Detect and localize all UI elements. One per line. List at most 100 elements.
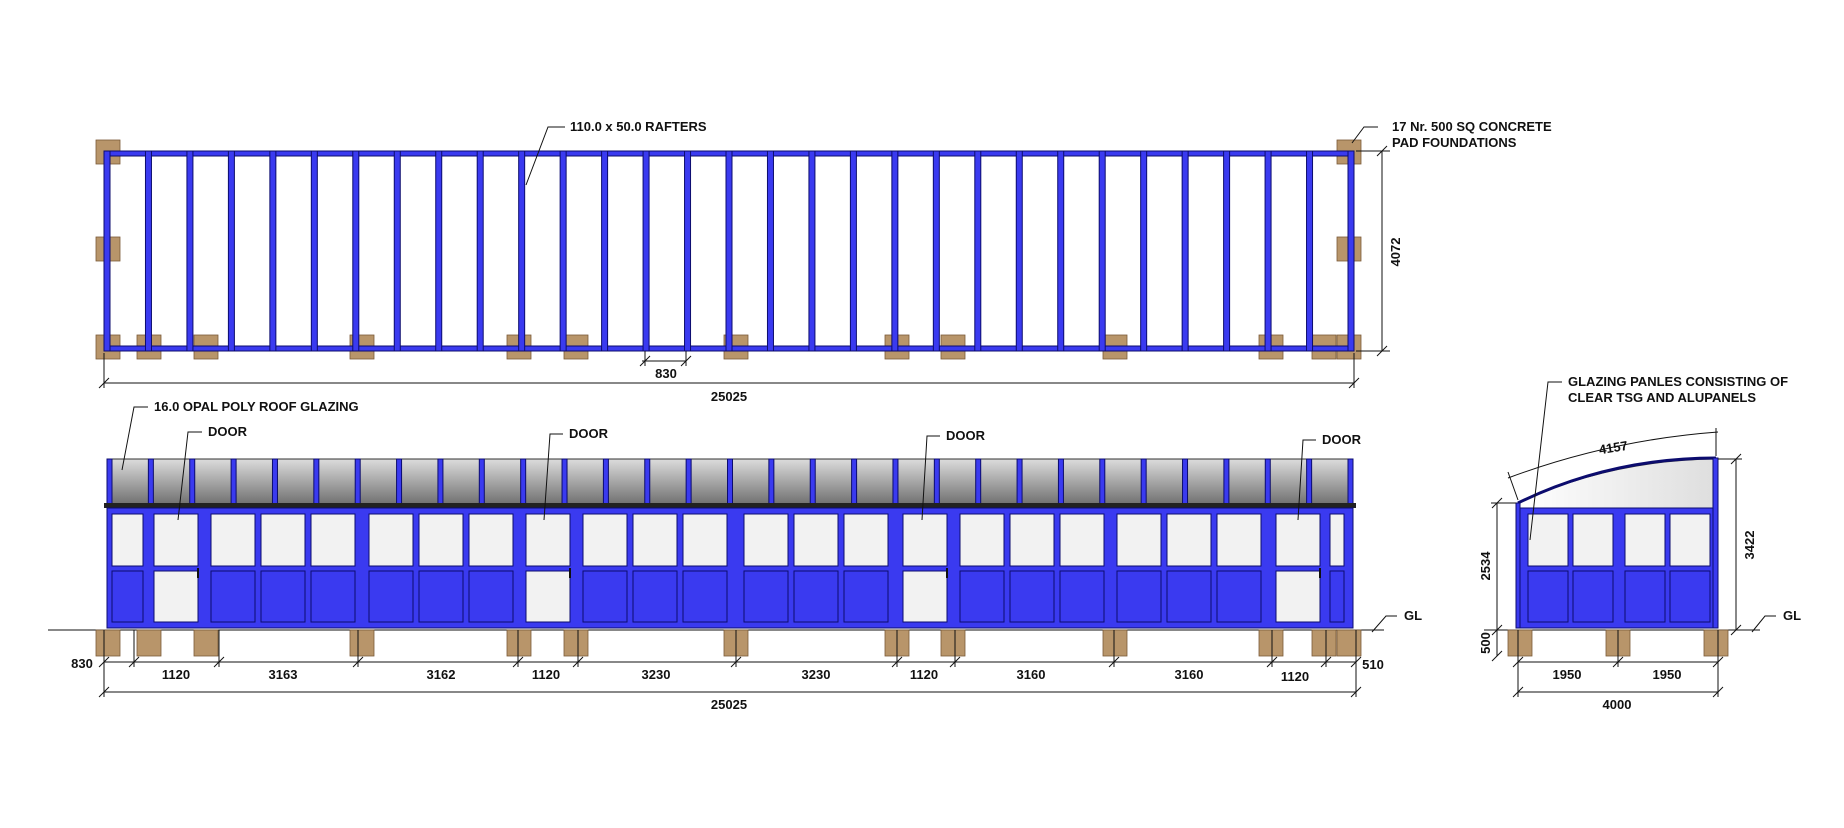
rafter [269, 150, 277, 352]
foundation-pad [1703, 629, 1729, 657]
bay-tick-right [1712, 656, 1724, 668]
gl-label-side: GL [1783, 608, 1801, 623]
plan-view: 110.0 x 50.0 RAFTERS 17 Nr. 500 SQ CONCR… [95, 119, 1552, 404]
alu-panel [111, 570, 144, 623]
roof-post [147, 458, 154, 506]
base-tick-bottom [1491, 650, 1503, 662]
segment-tick [1266, 656, 1278, 668]
roof-post [1347, 458, 1354, 506]
door-leader-3 [921, 435, 940, 521]
segment-tick [1108, 656, 1120, 668]
side-window-pane [1624, 513, 1666, 567]
window-pane [1166, 513, 1212, 567]
roof-post [892, 458, 899, 506]
foundation-pad [1336, 629, 1362, 657]
side-panels [1527, 513, 1711, 623]
foundation-pad [349, 629, 375, 657]
roof-post [602, 458, 609, 506]
rafter [766, 150, 774, 352]
plan-length-tick-left [98, 377, 110, 389]
door-glass-top [153, 513, 199, 567]
left-offset-dim: 830 [71, 656, 93, 671]
rafter [393, 150, 401, 352]
foundation-pad [563, 629, 589, 657]
alu-panel [582, 570, 628, 623]
front-total-dim-text: 25025 [711, 697, 747, 712]
width-tick-left [1512, 686, 1524, 698]
door-leader-1 [177, 431, 202, 521]
width-tick-right [1712, 686, 1724, 698]
foundation-pad [1311, 629, 1337, 657]
segment-tick [1320, 656, 1332, 668]
segment-tick [730, 656, 742, 668]
base-dim-text: 500 [1478, 632, 1493, 654]
alu-panel [1116, 570, 1162, 623]
eaves-beam [104, 503, 1356, 508]
alu-panel [1329, 570, 1345, 623]
roof-post [520, 458, 527, 506]
side-window-pane [1527, 513, 1569, 567]
rafter [476, 150, 484, 352]
window-pane [1009, 513, 1055, 567]
rafter [559, 150, 567, 352]
roof-post [189, 458, 196, 506]
foundations-label-line1: 17 Nr. 500 SQ CONCRETE [1392, 119, 1552, 134]
front-total-tick-left [98, 686, 110, 698]
depth-dim-text: 4072 [1388, 238, 1403, 267]
door-leader-4 [1297, 439, 1316, 521]
door-glass-top [902, 513, 948, 567]
side-glazing-leader [1529, 381, 1562, 541]
bay-tick-mid [1612, 656, 1624, 668]
alu-panel [1216, 570, 1262, 623]
rafter [1306, 150, 1314, 352]
gl-leader-side [1751, 615, 1776, 633]
alu-panel [468, 570, 514, 623]
door-glass-top [525, 513, 571, 567]
roof-post [975, 458, 982, 506]
window-pane [743, 513, 789, 567]
rafter [310, 150, 318, 352]
roof-post [271, 458, 278, 506]
segment-dim-6: 3230 [802, 667, 831, 682]
segment-dim-8: 3160 [1017, 667, 1046, 682]
segment-tick [512, 656, 524, 668]
roof-post [1264, 458, 1271, 506]
window-pane [582, 513, 628, 567]
window-pane [843, 513, 889, 567]
gl-label-front: GL [1404, 608, 1422, 623]
alu-panel [843, 570, 889, 623]
depth-tick-bottom [1376, 345, 1388, 357]
side-right-post [1712, 457, 1719, 629]
alu-panel [1166, 570, 1212, 623]
plan-length-tick-right [1348, 377, 1360, 389]
plan-rafters [103, 150, 1355, 352]
rafters-label: 110.0 x 50.0 RAFTERS [570, 119, 707, 134]
window-pane [1329, 513, 1345, 567]
arc-ext-left [1507, 471, 1519, 501]
segment-tick [891, 656, 903, 668]
segment-tick [1350, 656, 1362, 668]
foundation-pad [136, 629, 162, 657]
window-pane [1216, 513, 1262, 567]
rafter [1347, 150, 1355, 352]
roof-post [685, 458, 692, 506]
alu-panel [368, 570, 414, 623]
segment-dim-5: 3230 [642, 667, 671, 682]
roof-post [561, 458, 568, 506]
roof-post [727, 458, 733, 506]
segment-tick [98, 656, 110, 668]
alu-panel [210, 570, 256, 623]
rafter [1223, 150, 1231, 352]
front-wall-bays [111, 513, 1345, 623]
window-pane [418, 513, 464, 567]
rafter [849, 150, 857, 352]
side-alu-panel [1527, 570, 1569, 623]
side-alu-panel [1572, 570, 1614, 623]
alu-panel [1009, 570, 1055, 623]
height-tick-top [1730, 453, 1742, 465]
roof-post [644, 458, 651, 506]
segment-dim-1: 1120 [162, 667, 190, 682]
width-dim-text: 4000 [1603, 697, 1632, 712]
rafter [1264, 150, 1272, 352]
segment-dim-4: 1120 [532, 667, 560, 682]
